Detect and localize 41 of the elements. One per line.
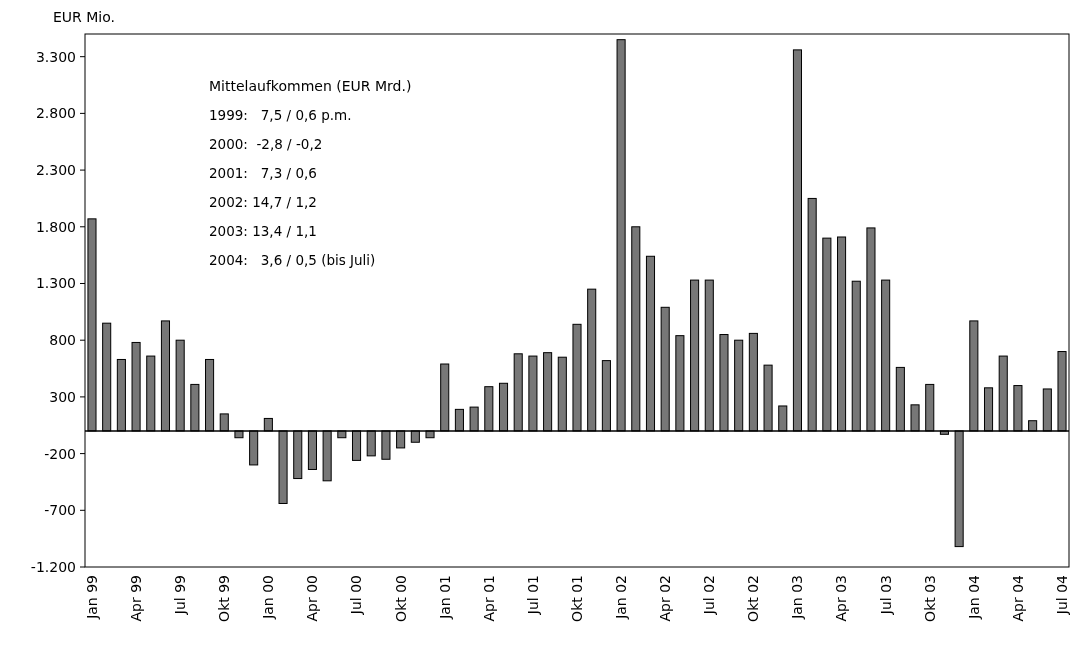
x-tick-label: Jul 99 [172,575,189,616]
x-tick-label: Jul 00 [348,575,365,616]
annotation: 2004: 3,6 / 0,5 (bis Juli) [209,252,376,268]
x-tick-label: Jan 01 [436,575,453,620]
annotation: 2003: 13,4 / 1,1 [209,223,317,239]
x-tick-label: Okt 03 [921,575,938,622]
x-tick-label: Okt 01 [568,575,585,622]
annotation: 2000: -2,8 / -0,2 [209,136,323,152]
y-tick-label: -700 [44,502,76,519]
x-tick-label: Okt 00 [392,575,409,622]
x-tick-label: Apr 99 [127,575,144,622]
y-tick-label: 2.800 [35,105,76,122]
annotation: Mittelaufkommen (EUR Mrd.) [209,78,412,94]
x-tick-label: Jan 02 [612,575,629,620]
x-tick-label: Apr 04 [1009,574,1026,622]
annotation: 1999: 7,5 / 0,6 p.m. [209,107,352,123]
y-tick-label: 1.800 [35,218,76,235]
y-axis-title: EUR Mio. [53,9,116,25]
y-tick-label: 1.300 [35,275,76,292]
annotation: 2001: 7,3 / 0,6 [209,165,317,181]
x-tick-label: Apr 03 [833,575,850,622]
x-tick-label: Okt 99 [216,575,233,622]
x-tick-label: Jan 04 [965,574,982,620]
x-tick-label: Apr 01 [480,575,497,622]
x-tick-label: Jul 02 [701,575,718,616]
x-tick-label: Jul 04 [1053,574,1070,616]
y-tick-label: -1.200 [30,558,76,575]
y-tick-label: 2.300 [35,161,76,178]
y-tick-label: 300 [49,388,76,405]
x-tick-label: Apr 02 [657,575,674,622]
x-tick-label: Jul 03 [877,575,894,616]
y-tick-label: -200 [44,445,76,462]
y-tick-label: 800 [49,332,76,349]
x-tick-label: Jan 99 [83,575,100,620]
x-tick-label: Jul 01 [524,575,541,616]
x-tick-label: Okt 02 [745,575,762,622]
x-tick-label: Apr 00 [304,575,321,622]
y-tick-label: 3.300 [35,48,76,65]
x-tick-label: Jan 03 [789,575,806,620]
annotation: 2002: 14,7 / 1,2 [209,194,317,210]
x-tick-label: Jan 00 [260,575,277,620]
